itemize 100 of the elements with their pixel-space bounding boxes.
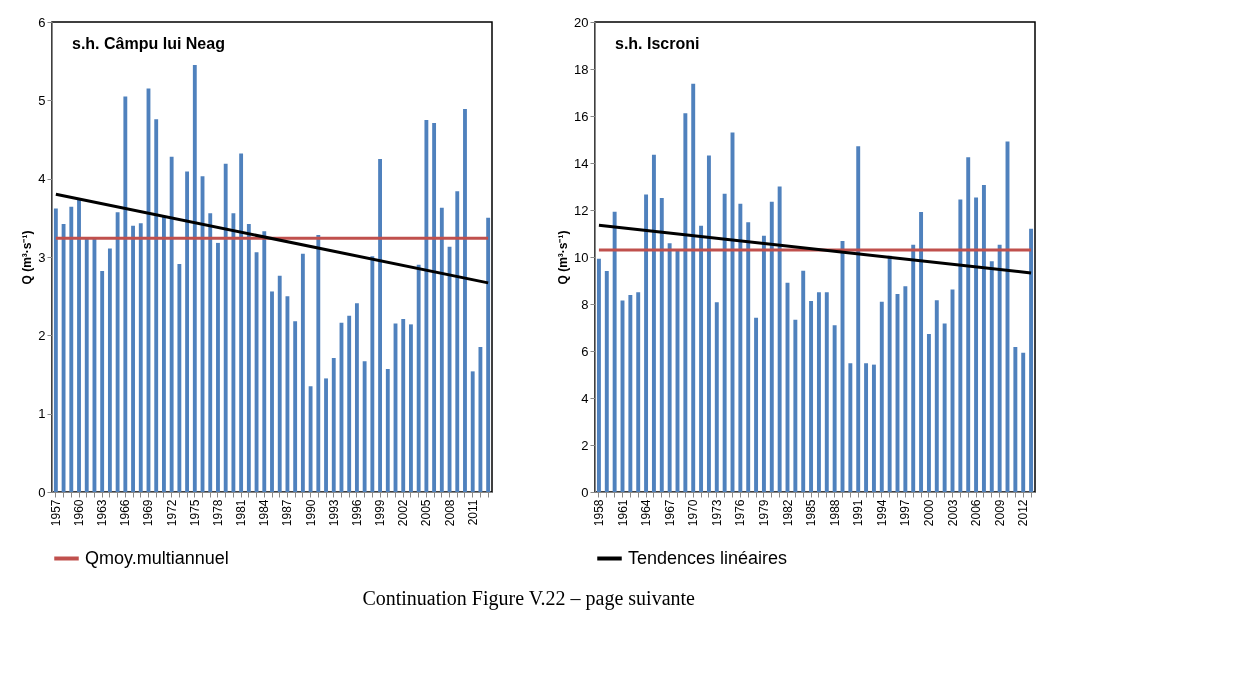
x-tick-label: 2008 <box>442 499 457 527</box>
bar <box>738 203 743 492</box>
bar <box>706 155 711 492</box>
bar <box>177 264 182 492</box>
x-tick-label: 1981 <box>234 499 249 527</box>
bar <box>769 201 774 492</box>
bar <box>714 302 719 492</box>
bar <box>308 386 313 492</box>
y-tick-label: 18 <box>574 61 589 77</box>
bar <box>911 244 916 492</box>
bar <box>378 159 382 492</box>
y-tick-label: 20 <box>574 14 589 30</box>
bar <box>84 238 89 492</box>
x-tick-label: 2006 <box>969 499 984 527</box>
bar <box>856 146 861 492</box>
bar <box>347 315 352 492</box>
y-tick-label: 6 <box>581 343 589 359</box>
y-tick-label: 5 <box>38 92 46 108</box>
bar <box>966 157 971 492</box>
bar <box>138 223 143 492</box>
text: s.h. Câmpu lui Neag <box>72 35 225 52</box>
bar <box>879 301 884 492</box>
bar <box>934 300 939 492</box>
y-tick-label: 4 <box>38 171 46 187</box>
y-tick-label: 2 <box>581 437 589 453</box>
x-tick-label: 1984 <box>257 499 272 527</box>
y-tick-label: 10 <box>574 249 589 265</box>
x-tick-label: 1958 <box>591 499 606 527</box>
bar <box>777 186 782 492</box>
bar <box>832 325 837 492</box>
y-tick-label: 1 <box>38 406 46 422</box>
y-tick-label: 2 <box>38 327 46 343</box>
x-tick-label: 1975 <box>187 499 202 527</box>
legend-label: Qmoy.multiannuel <box>85 547 229 568</box>
bar <box>424 119 429 492</box>
y-tick-label: 3 <box>38 249 46 265</box>
bar <box>162 216 166 492</box>
bar <box>809 300 814 492</box>
bar <box>1029 228 1034 492</box>
bar <box>801 270 806 492</box>
x-tick-label: 1976 <box>733 499 748 527</box>
text: s.h. Iscroni <box>615 35 700 52</box>
x-tick-label: 2009 <box>992 499 1007 527</box>
bar <box>185 171 190 492</box>
bar <box>107 248 112 492</box>
y-axis-title: Q (m³·s⁻¹) <box>20 230 35 285</box>
y-tick-label: 4 <box>581 390 589 406</box>
y-tick-label: 12 <box>574 202 589 218</box>
text: Continuation Figure V.22 – page suivante <box>362 586 696 610</box>
bar <box>439 207 444 492</box>
bar <box>432 123 437 492</box>
x-tick-label: 1964 <box>639 499 654 527</box>
bar <box>746 222 751 492</box>
bar <box>470 371 475 492</box>
y-tick-label: 6 <box>38 14 46 30</box>
bar <box>231 213 236 492</box>
y-tick-label: 0 <box>38 484 46 500</box>
bar <box>270 291 274 492</box>
bar <box>416 264 421 492</box>
x-tick-label: 1969 <box>141 499 156 527</box>
bar <box>864 363 869 492</box>
bar <box>903 286 908 492</box>
bar <box>596 258 601 492</box>
bar <box>223 163 228 492</box>
x-tick-label: 2005 <box>419 499 434 527</box>
x-tick-label: 2000 <box>921 499 936 527</box>
x-tick-label: 1972 <box>164 499 179 527</box>
bar <box>246 224 251 492</box>
x-tick-label: 1985 <box>804 499 819 527</box>
x-tick-label: 1967 <box>662 499 677 527</box>
x-tick-label: 2012 <box>1016 499 1031 527</box>
x-tick-label: 1997 <box>898 499 913 527</box>
bar <box>385 369 390 492</box>
bar <box>169 156 174 492</box>
y-tick-label: 0 <box>581 484 589 500</box>
bar <box>262 231 267 492</box>
bar <box>131 225 135 492</box>
bar <box>997 244 1002 492</box>
x-tick-label: 2002 <box>396 499 411 527</box>
bar <box>154 119 159 492</box>
bar <box>478 347 483 492</box>
y-tick-label: 14 <box>574 155 589 171</box>
bar <box>612 211 617 492</box>
bar <box>989 261 994 492</box>
bar <box>316 235 321 492</box>
x-tick-label: 1979 <box>756 499 771 527</box>
x-tick-label: 2011 <box>465 499 480 526</box>
bar <box>362 361 367 492</box>
bar <box>958 199 963 492</box>
legend-label: Tendences linéaires <box>628 547 788 568</box>
bar <box>683 113 688 492</box>
bar <box>486 217 491 492</box>
y-tick-label: 16 <box>574 108 589 124</box>
x-tick-label: 1988 <box>827 499 842 527</box>
bar <box>409 324 413 492</box>
bar <box>123 96 128 492</box>
bar <box>793 319 798 492</box>
bar <box>604 271 609 492</box>
bar <box>848 363 853 492</box>
bar <box>115 212 120 492</box>
